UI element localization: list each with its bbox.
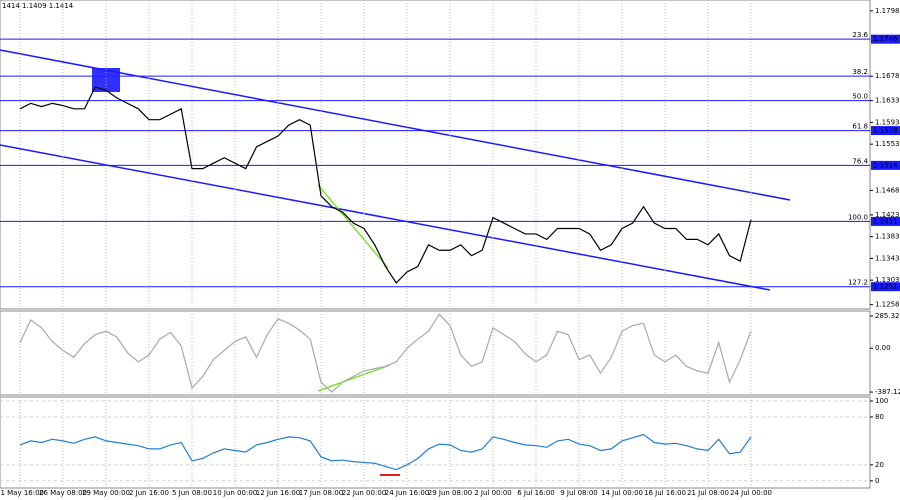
x-tick-label: 22 Jun 00:00 [342,489,386,497]
price-label: 1.1578 [873,127,898,135]
channel-upper [0,49,791,201]
y-tick-label: 0 [875,477,879,485]
x-tick-label: 24 Jun 16:00 [385,489,429,497]
price-label-box [871,34,900,44]
x-tick-label: 29 Jun 08:00 [428,489,472,497]
x-tick-label: 2 Jul 00:00 [474,489,512,497]
x-tick-label: 14 Jul 00:00 [601,489,643,497]
y-tick-label: 1.1303 [875,276,900,284]
chart-title: 1414 1.1409 1.1414 [2,2,74,10]
y-tick-label: 1.1633 [875,97,900,105]
fib-ratio: 50.0 [852,93,868,101]
price-label-box [871,282,900,292]
fib-ratio: 61.8 [852,123,868,131]
x-tick-label: 29 May 00:00 [82,489,130,497]
y-tick-label: -387.129 [875,388,900,396]
price-label-box [871,160,900,170]
y-tick-label: 0.00 [875,344,891,352]
price-label: 1.1411 [873,217,898,225]
y-tick-label: 1.1423 [875,211,900,219]
fib-ratio: 100.0 [848,213,868,221]
x-tick-label: 9 Jul 08:00 [560,489,598,497]
y-tick-label: 285.322 [875,312,900,320]
main-panel [0,0,871,310]
fib-ratio: 127.2 [848,279,868,287]
y-tick-label: 80 [875,413,884,421]
x-tick-label: 10 Jun 00:00 [213,489,257,497]
price-label-box [871,216,900,226]
price-label: 1.1291 [873,283,898,291]
fib-ratio: 38.2 [852,68,868,76]
price-label: 1.1746 [873,35,898,43]
x-tick-label: 26 May 08:00 [39,489,87,497]
rsi-panel [0,396,871,489]
y-tick-label: 1.1383 [875,233,900,241]
x-tick-label: 21 Jul 08:00 [687,489,729,497]
x-tick-label: 16 Jul 16:00 [644,489,686,497]
y-tick-label: 1.1343 [875,254,900,262]
y-tick-label: 1.1553 [875,140,900,148]
x-tick-label: 24 Jul 00:00 [730,489,772,497]
series-line [19,313,752,393]
y-tick-label: 1.1798 [875,7,900,15]
x-tick-label: 5 Jun 08:00 [172,489,212,497]
cci-panel [0,310,871,396]
fib-ratio: 23.6 [852,31,868,39]
x-tick-label: 12 Jun 16:00 [256,489,300,497]
divergence-line [317,364,391,392]
price-label-box [871,126,900,136]
x-tick-label: 6 Jul 16:00 [517,489,555,497]
y-tick-label: 1.1678 [875,72,900,80]
series-line [19,86,752,284]
y-tick-label: 1.1593 [875,118,900,126]
channel-lower [0,144,771,291]
price-label: 1.1514 [873,161,898,169]
divergence-line [317,184,389,269]
highlight-box [92,68,120,92]
series-line [19,433,752,471]
x-tick-label: 21 May 16:00 [0,489,44,497]
y-tick-label: 1.1468 [875,186,900,194]
fib-ratio: 76.4 [852,157,868,165]
y-tick-label: 20 [875,461,884,469]
y-tick-label: 1.1258 [875,301,900,309]
x-tick-label: 2 Jun 16:00 [129,489,169,497]
y-tick-label: 100 [875,397,888,405]
x-tick-label: 17 Jun 08:00 [299,489,343,497]
